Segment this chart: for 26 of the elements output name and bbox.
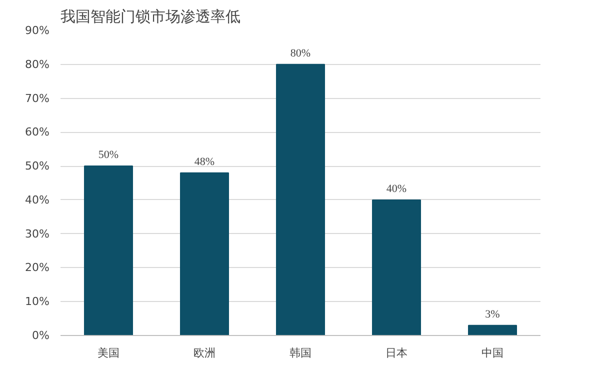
- data-label: 50%: [98, 149, 119, 162]
- data-label: 48%: [194, 156, 215, 168]
- y-tick-label: 70%: [25, 92, 50, 105]
- x-tick-label: 欧洲: [194, 346, 216, 360]
- data-label: 40%: [386, 182, 407, 195]
- y-tick-label: 10%: [25, 295, 50, 308]
- y-tick-label: 90%: [25, 24, 50, 37]
- y-tick-label: 0%: [32, 329, 50, 342]
- bar: [180, 172, 229, 336]
- y-tick-label: 20%: [25, 261, 50, 274]
- y-tick-label: 30%: [25, 227, 50, 240]
- y-tick-label: 40%: [25, 193, 50, 206]
- x-tick-label: 韩国: [290, 346, 312, 360]
- chart-title: 我国智能门锁市场渗透率低: [60, 8, 240, 26]
- x-tick-label: 中国: [482, 346, 504, 360]
- bar: [276, 64, 325, 336]
- bar: [372, 199, 421, 336]
- data-label: 3%: [485, 308, 500, 320]
- x-tick-label: 日本: [386, 346, 408, 360]
- bar: [84, 166, 133, 336]
- data-label: 80%: [290, 47, 311, 60]
- x-tick-label: 美国: [98, 346, 120, 360]
- y-tick-label: 60%: [25, 126, 50, 139]
- bar: [468, 324, 517, 336]
- y-tick-label: 80%: [25, 58, 50, 71]
- y-tick-label: 50%: [25, 160, 50, 173]
